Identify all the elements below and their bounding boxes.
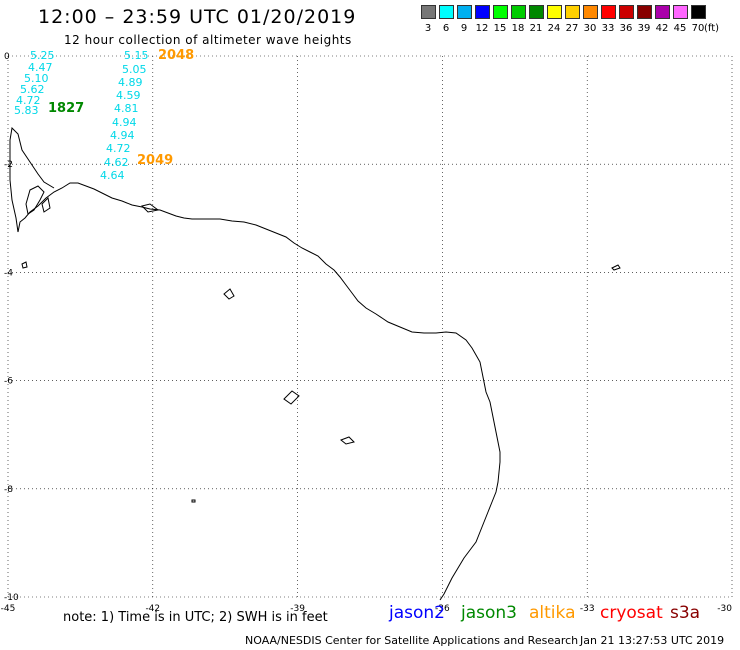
lat-tick-label: -6 <box>4 377 13 387</box>
legend-label: 21 <box>529 23 543 34</box>
footer-timestamp: Jan 21 13:27:53 UTC 2019 <box>580 634 725 647</box>
pass-time-label: 2048 <box>158 48 195 63</box>
wave-height-value: 4.81 <box>114 102 139 115</box>
satellite-label-jason3: jason3 <box>461 603 517 623</box>
legend-label: 70 <box>691 23 705 34</box>
island-small-7 <box>191 499 196 503</box>
map-grid <box>7 55 733 598</box>
legend-label: 15 <box>493 23 507 34</box>
legend-swatch <box>439 5 454 19</box>
island-small-6 <box>21 261 28 269</box>
wave-height-value: 5.05 <box>122 63 147 76</box>
lon-tick-label: -42 <box>145 604 160 614</box>
legend-label: 42 <box>655 23 669 34</box>
island-small-5 <box>611 264 621 271</box>
coastline-mainland <box>17 182 501 601</box>
legend-label: 27 <box>565 23 579 34</box>
legend-label: 9 <box>460 23 468 34</box>
legend-label: 3 <box>424 23 432 34</box>
legend-label: 30 <box>583 23 597 34</box>
legend-swatch <box>583 5 598 19</box>
island-small-3 <box>340 436 355 445</box>
legend-label: 39 <box>637 23 651 34</box>
satellite-label-altika: altika <box>529 603 576 623</box>
legend-swatch <box>601 5 616 19</box>
map-axis-labels: -45 -42 -39 -36 -33 -30 0 -2 -4 -6 -8 -10 <box>1 52 733 614</box>
legend-swatch <box>421 5 436 19</box>
legend-swatch <box>655 5 670 19</box>
satellite-label-s3a: s3a <box>670 603 701 623</box>
lat-tick-label: -4 <box>4 268 13 278</box>
legend-swatch <box>673 5 688 19</box>
page-title: 12:00 – 23:59 UTC 01/20/2019 <box>38 6 357 28</box>
wave-height-value: 4.72 <box>106 142 131 155</box>
lat-tick-label: -10 <box>4 593 19 603</box>
legend-swatch <box>691 5 706 19</box>
wave-height-value: 4.59 <box>116 89 141 102</box>
page-subtitle: 12 hour collection of altimeter wave hei… <box>64 33 352 47</box>
legend-label: 24 <box>547 23 561 34</box>
lat-tick-label: 0 <box>4 52 10 62</box>
island-small-2 <box>283 390 300 405</box>
island-small-1 <box>223 288 235 300</box>
pass-time-label: 2049 <box>137 153 174 168</box>
lat-tick-label: -2 <box>4 160 13 170</box>
legend-swatch <box>457 5 472 19</box>
coastline-delta-islands <box>25 185 51 215</box>
lon-tick-label: -45 <box>1 604 16 614</box>
footer-note: note: 1) Time is in UTC; 2) SWH is in fe… <box>63 610 328 625</box>
wave-height-value: 4.89 <box>118 76 143 89</box>
legend-label: 36 <box>619 23 633 34</box>
island-small-4 <box>141 203 160 213</box>
coastline <box>9 126 621 601</box>
legend-swatch <box>637 5 652 19</box>
wave-height-value: 4.47 <box>28 61 53 74</box>
legend-swatch <box>511 5 526 19</box>
coastline-cape <box>9 126 55 233</box>
lon-tick-label: -39 <box>290 604 305 614</box>
wave-height-value: 4.72 <box>16 94 41 107</box>
lon-tick-label: -36 <box>435 604 450 614</box>
legend-swatch <box>619 5 634 19</box>
wave-height-value: 5.10 <box>24 72 49 85</box>
legend-swatch <box>529 5 544 19</box>
legend-label: 45 <box>673 23 687 34</box>
pass-time-label: 1827 <box>48 101 85 116</box>
wave-height-value: 4.94 <box>110 129 135 142</box>
legend-label: 12 <box>475 23 489 34</box>
legend-swatch <box>565 5 580 19</box>
satellite-label-cryosat: cryosat <box>600 603 663 623</box>
wave-height-value: 5.25 <box>30 49 55 62</box>
lat-tick-label: -8 <box>4 485 13 495</box>
legend-swatch <box>475 5 490 19</box>
legend-swatch <box>547 5 562 19</box>
wave-height-value: 5.83 <box>14 104 39 117</box>
legend-unit: (ft) <box>704 23 720 34</box>
legend-label: 33 <box>601 23 615 34</box>
wave-height-value: 5.62 <box>20 83 45 96</box>
legend-label: 6 <box>442 23 450 34</box>
satellite-label-jason2: jason2 <box>389 603 445 623</box>
legend-label: 18 <box>511 23 525 34</box>
wave-height-value: 4.64 <box>100 169 125 182</box>
footer-credit: NOAA/NESDIS Center for Satellite Applica… <box>245 634 579 647</box>
wave-height-value: 5.15 <box>124 49 149 62</box>
lon-tick-label: -30 <box>717 604 732 614</box>
wave-height-value: 4.62 <box>104 156 129 169</box>
lon-tick-label: -33 <box>580 604 595 614</box>
legend-swatch <box>493 5 508 19</box>
wave-height-value: 4.94 <box>112 116 137 129</box>
